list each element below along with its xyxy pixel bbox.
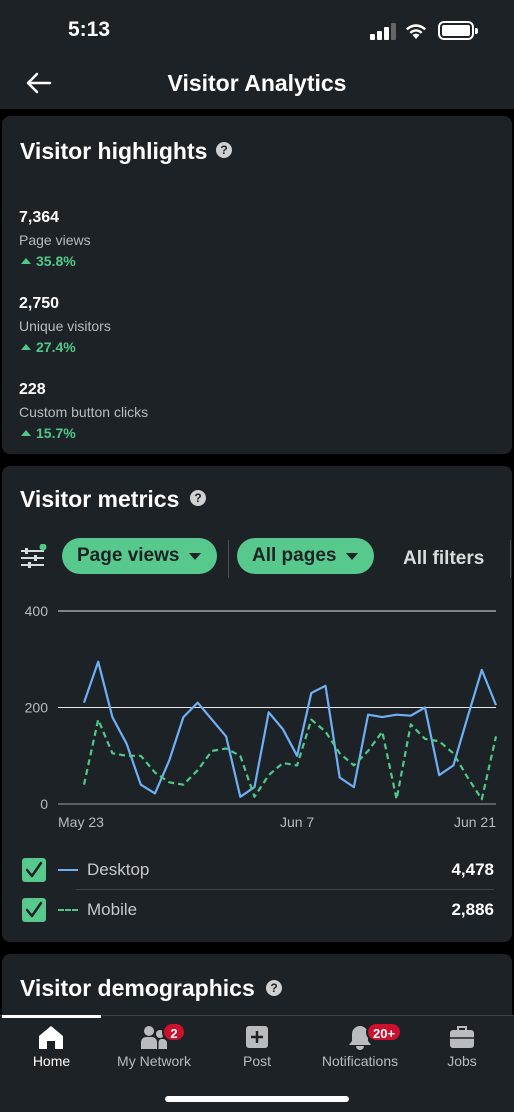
caret-down-icon: [189, 553, 201, 560]
nav-notifications[interactable]: 20+ Notifications: [308, 1016, 412, 1086]
checkbox-checked-icon[interactable]: [22, 898, 46, 922]
nav-label: Jobs: [447, 1053, 477, 1069]
checkbox-checked-icon[interactable]: [22, 858, 46, 882]
nav-label: My Network: [117, 1053, 191, 1069]
bottom-nav: Home 2 My Network Post 20+ Notifications: [0, 1015, 514, 1112]
help-icon[interactable]: ?: [266, 980, 282, 996]
notification-badge: 20+: [366, 1022, 403, 1042]
y-tick-label: 400: [25, 603, 49, 619]
visitor-metrics-card: Visitor metrics ? Page views All pages A…: [2, 466, 512, 942]
nav-home[interactable]: Home: [2, 1016, 101, 1086]
stat-change: 35.8%: [19, 253, 91, 269]
stat-label: Unique visitors: [19, 318, 111, 334]
stat-custom-button-clicks[interactable]: 228 Custom button clicks 15.7%: [19, 381, 148, 441]
series-line-mobile: [82, 718, 498, 801]
legend-row-desktop[interactable]: Desktop 4,478: [20, 850, 494, 890]
stat-label: Custom button clicks: [19, 404, 149, 420]
battery-icon: [438, 21, 478, 40]
nav-label: Post: [242, 1053, 271, 1069]
wifi-icon: [406, 24, 426, 39]
home-icon: [39, 1026, 63, 1049]
divider: [76, 889, 494, 890]
notification-badge: 2: [162, 1022, 186, 1042]
active-indicator: [2, 1015, 101, 1018]
home-indicator: [165, 1096, 349, 1102]
triangle-up-icon: [21, 430, 31, 436]
legend-row-mobile[interactable]: Mobile 2,886: [20, 890, 494, 930]
y-tick-label: 0: [40, 796, 48, 812]
arrow-left-icon[interactable]: [22, 68, 56, 98]
card-title: Visitor demographics: [20, 975, 255, 1001]
stat-change: 15.7%: [19, 425, 148, 441]
stat-change: 27.4%: [19, 339, 111, 355]
stat-value: 2,750: [19, 295, 60, 312]
legend-dashed-line: [58, 909, 78, 911]
briefcase-icon: [450, 1026, 474, 1048]
legend-value: 4,478: [451, 860, 494, 879]
divider: [228, 540, 229, 578]
help-icon[interactable]: ?: [216, 142, 232, 158]
divider: [510, 540, 511, 578]
stat-page-views[interactable]: 7,364 Page views 35.8%: [19, 209, 91, 269]
visitor-demographics-card: Visitor demographics ?: [2, 954, 512, 1024]
legend-label: Desktop: [87, 860, 150, 879]
nav-label: Notifications: [321, 1053, 399, 1069]
stat-unique-visitors[interactable]: 2,750 Unique visitors 27.4%: [19, 295, 111, 355]
plus-square-icon: [246, 1026, 268, 1048]
app-header: Visitor Analytics: [0, 60, 514, 110]
help-icon[interactable]: ?: [190, 490, 206, 506]
cellular-signal-icon: [370, 22, 398, 40]
visitor-highlights-card: Visitor highlights ? 7,364 Page views 35…: [2, 116, 512, 454]
nav-post[interactable]: Post: [207, 1016, 307, 1086]
card-title: Visitor metrics: [20, 486, 180, 512]
series-line-desktop: [82, 660, 498, 798]
legend-solid-line: [58, 869, 78, 871]
triangle-up-icon: [21, 258, 31, 264]
triangle-up-icon: [21, 344, 31, 350]
status-bar: 5:13: [0, 0, 514, 60]
page-title: Visitor Analytics: [167, 70, 347, 96]
card-title: Visitor highlights: [20, 138, 208, 164]
legend-value: 2,886: [451, 900, 494, 919]
legend-label: Mobile: [87, 900, 138, 919]
nav-jobs[interactable]: Jobs: [414, 1016, 510, 1086]
bell-icon: [349, 1026, 371, 1050]
x-tick-label: May 23: [58, 814, 104, 830]
x-tick-label: Jun 21: [454, 814, 496, 830]
sliders-icon[interactable]: [20, 544, 48, 570]
metric-dropdown[interactable]: Page views: [62, 538, 217, 574]
caret-down-icon: [346, 553, 358, 560]
stat-label: Page views: [19, 232, 91, 248]
stat-value: 7,364: [19, 209, 60, 226]
pages-dropdown[interactable]: All pages: [237, 538, 374, 574]
stat-value: 228: [19, 381, 46, 398]
x-tick-label: Jun 7: [280, 814, 314, 830]
all-filters-button[interactable]: All filters: [403, 548, 485, 569]
nav-label: Home: [32, 1053, 71, 1069]
status-time: 5:13: [68, 18, 111, 41]
people-icon: [141, 1026, 167, 1049]
y-tick-label: 200: [25, 700, 49, 716]
visitor-metrics-chart: 0 200 400 May 23 Jun 7 Jun 21: [25, 603, 498, 830]
nav-my-network[interactable]: 2 My Network: [104, 1016, 204, 1086]
